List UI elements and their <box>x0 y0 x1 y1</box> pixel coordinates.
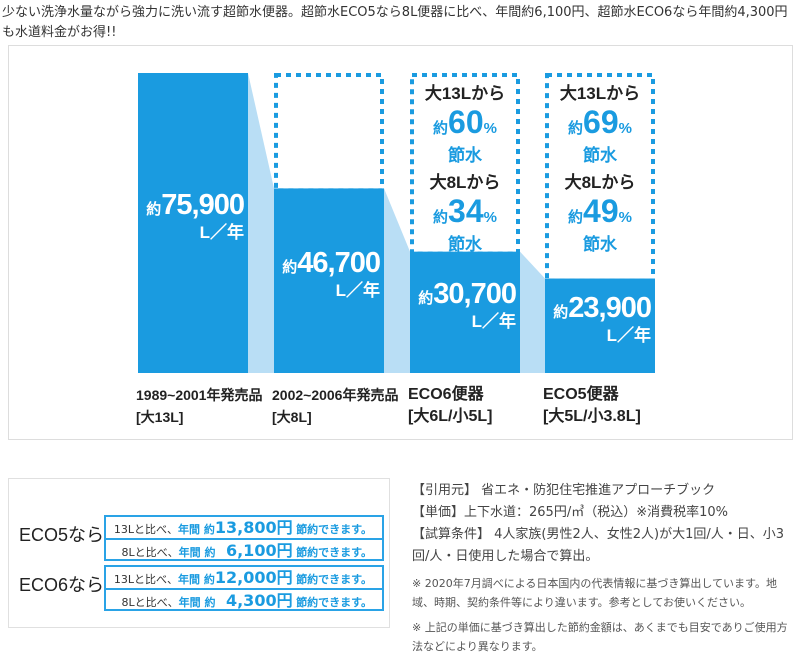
row-amount: 4,300円 <box>225 591 293 610</box>
footnote-2: ※ 上記の単価に基づき算出した節約金額は、あくまでも目安でありご使用方法などによ… <box>412 621 788 653</box>
savings-percent: 約49% <box>568 193 632 229</box>
bar-value-label: 約23,900 L／年 <box>547 291 652 346</box>
row-amount: 13,800円 <box>214 518 293 537</box>
category-name: 1989~2001年発売品 <box>136 387 263 403</box>
approx-prefix: 約 <box>553 303 569 321</box>
bar-connector <box>384 188 410 373</box>
savings-percent: 約69% <box>568 104 632 140</box>
row-base: 13Lと比べ、 <box>113 573 178 586</box>
row-suffix: 節約できます。 <box>296 523 372 536</box>
savings-label: 節水 <box>583 146 617 165</box>
row-year: 年間 約 <box>178 523 215 536</box>
savings-label: 節水 <box>448 235 482 254</box>
bar <box>410 251 520 373</box>
eco6-table: 13Lと比べ、年間 約12,000円 節約できます。 8Lと比べ、年間 約 4,… <box>104 565 384 611</box>
approx-prefix: 約 <box>282 258 298 276</box>
saving-summary: ECO5なら 13Lと比べ、年間 約13,800円 節約できます。 8Lと比べ、… <box>8 478 390 628</box>
category-name: 2002~2006年発売品 <box>272 387 399 403</box>
savings-percent: 約34% <box>433 193 497 229</box>
bar-unit: L／年 <box>471 312 516 332</box>
row-year: 年間 約 <box>178 546 216 559</box>
category-sublabel: [大8L] <box>272 409 312 425</box>
bar-unit: L／年 <box>335 280 380 300</box>
savings-from: 大13Lから <box>559 84 641 103</box>
approx-prefix: 約 <box>146 201 162 218</box>
category-name: ECO5便器 <box>543 386 619 403</box>
row-suffix: 節約できます。 <box>296 546 372 559</box>
category-label: 2002~2006年発売品 [大8L] <box>272 384 398 428</box>
row-year: 年間 約 <box>178 573 215 586</box>
saving-row: 8Lと比べ、年間 約 4,300円 節約できます。 <box>106 588 382 610</box>
bar-value: 46,700 <box>297 246 381 279</box>
savings-label: 節水 <box>583 235 617 254</box>
row-suffix: 節約できます。 <box>296 573 372 586</box>
intro-text: 少ない洗浄水量ながら強力に洗い流す超節水便器。超節水ECO5なら8L便器に比べ、… <box>2 5 788 40</box>
row-suffix: 節約できます。 <box>296 596 372 609</box>
eco5-label: ECO5なら <box>19 525 105 545</box>
savings-from: 大8Lから <box>429 173 501 192</box>
bar-connector <box>248 73 274 373</box>
category-name: ECO6便器 <box>408 386 484 403</box>
saving-row: 13Lと比べ、年間 約12,000円 節約できます。 <box>106 567 382 588</box>
approx-prefix: 約 <box>418 290 434 308</box>
category-label: ECO5便器 [大5L/小3.8L] <box>543 384 641 428</box>
row-amount: 12,000円 <box>214 568 293 587</box>
bar-value: 23,900 <box>568 291 652 324</box>
bar <box>274 188 384 373</box>
bar <box>138 73 248 373</box>
savings-callout: 大13Lから 約69% 節水 大8Lから 約49% 節水 <box>545 83 655 261</box>
price-note: 【単価】上下水道：265円/㎥（税込）※消費税率10% <box>412 505 728 520</box>
row-base: 13Lと比べ、 <box>113 523 178 536</box>
eco5-table: 13Lと比べ、年間 約13,800円 節約できます。 8Lと比べ、年間 約 6,… <box>104 515 384 561</box>
dotted-outline <box>274 73 384 193</box>
bar-value-label: 約46,700 L／年 <box>276 246 381 301</box>
bar-value: 75,900 <box>161 189 245 221</box>
notes: 【引用元】 省エネ・防犯住宅推進アプローチブック 【単価】上下水道：265円/㎥… <box>412 480 797 656</box>
row-base: 8Lと比べ、 <box>121 546 179 559</box>
bar-value: 30,700 <box>433 278 517 311</box>
category-label: ECO6便器 [大6L/小5L] <box>408 384 492 428</box>
row-year: 年間 約 <box>178 596 216 609</box>
bar-connector <box>520 251 545 373</box>
category-sublabel: [大13L] <box>136 409 184 425</box>
water-usage-chart: 約75,900 L／年 1989~2001年発売品 [大13L] 約46,700 L／年 2… <box>8 45 793 440</box>
saving-row: 8Lと比べ、年間 約 6,100円 節約できます。 <box>106 538 382 560</box>
category-sublabel: [大6L/小5L] <box>408 408 493 425</box>
bar-unit: L／年 <box>606 325 651 345</box>
chart-canvas <box>138 73 655 373</box>
row-base: 8Lと比べ、 <box>121 596 179 609</box>
category-label: 1989~2001年発売品 [大13L] <box>136 384 262 428</box>
conditions-note: 【試算条件】 4人家族(男性2人、女性2人)が大1回/人・日、小3回/人・日使用… <box>412 527 785 564</box>
row-amount: 6,100円 <box>225 541 293 560</box>
bar-value-label: 約75,900 L／年 <box>140 189 245 243</box>
category-sublabel: [大5L/小3.8L] <box>543 408 641 425</box>
savings-from: 大13Lから <box>424 84 506 103</box>
bar-value-label: 約30,700 L／年 <box>412 278 517 332</box>
savings-label: 節水 <box>448 146 482 165</box>
bar-unit: L／年 <box>199 223 244 242</box>
savings-percent: 約60% <box>433 104 497 140</box>
savings-from: 大8Lから <box>564 173 636 192</box>
source-note: 【引用元】 省エネ・防犯住宅推進アプローチブック <box>412 483 716 498</box>
footnote-1: ※ 2020年7月調べによる日本国内の代表情報に基づき算出しています。地域、時期… <box>412 577 777 609</box>
savings-callout: 大13Lから 約60% 節水 大8Lから 約34% 節水 <box>410 83 520 261</box>
dotted-outline <box>410 73 520 256</box>
saving-row: 13Lと比べ、年間 約13,800円 節約できます。 <box>106 517 382 538</box>
bar <box>545 278 655 373</box>
eco6-label: ECO6なら <box>19 575 105 595</box>
